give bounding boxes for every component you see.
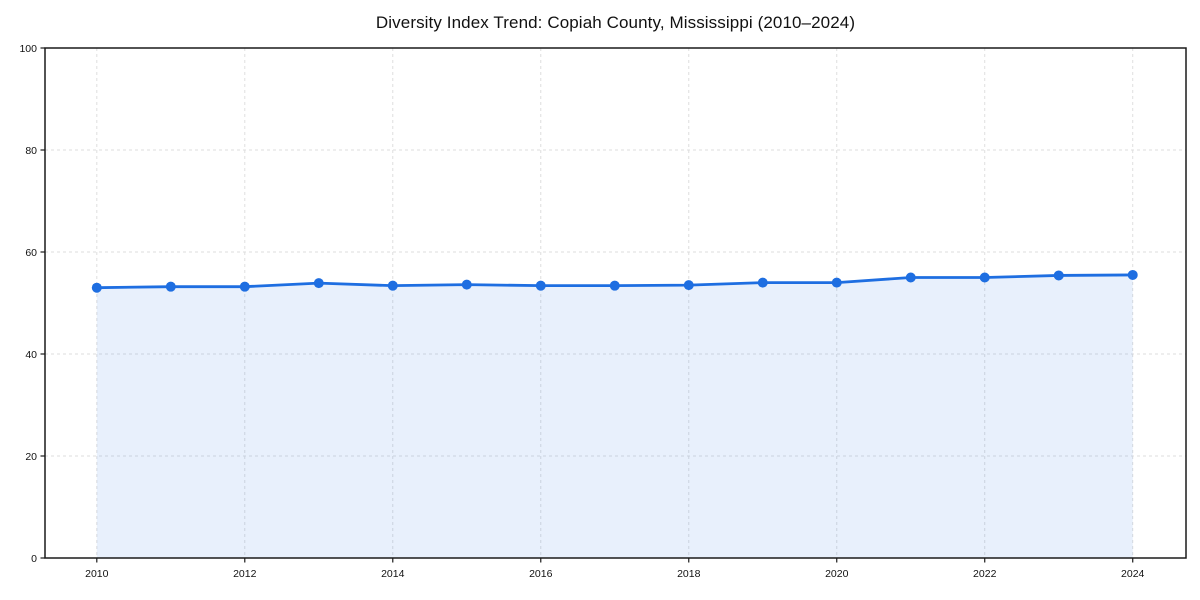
data-point [461, 279, 472, 290]
data-point [165, 281, 176, 292]
data-point [1053, 270, 1064, 281]
data-point [313, 278, 324, 289]
x-tick-label: 2020 [825, 568, 849, 580]
data-point [757, 277, 768, 288]
data-point [831, 277, 842, 288]
data-point [535, 280, 546, 291]
x-tick-label: 2022 [973, 568, 997, 580]
x-tick-label: 2010 [85, 568, 109, 580]
y-tick-label: 60 [25, 247, 37, 259]
data-point [609, 280, 620, 291]
chart-title: Diversity Index Trend: Copiah County, Mi… [375, 13, 856, 32]
x-tick-label: 2016 [529, 568, 553, 580]
x-tick-label: 2014 [381, 568, 405, 580]
y-tick-label: 0 [31, 553, 37, 565]
area-fill [96, 274, 1133, 558]
y-tick-label: 20 [25, 451, 37, 463]
x-tick-label: 2024 [1121, 568, 1145, 580]
data-point [91, 282, 102, 293]
y-tick-label: 40 [25, 349, 37, 361]
y-tick-label: 80 [25, 145, 37, 157]
data-point [239, 281, 250, 292]
plot-frame [44, 47, 1187, 559]
x-tick-label: 2012 [233, 568, 257, 580]
data-point [979, 272, 990, 283]
data-point [1127, 269, 1138, 280]
data-point [387, 280, 398, 291]
data-point [683, 280, 694, 291]
y-tick-label: 100 [19, 43, 37, 55]
data-point [905, 272, 916, 283]
x-tick-label: 2018 [677, 568, 701, 580]
